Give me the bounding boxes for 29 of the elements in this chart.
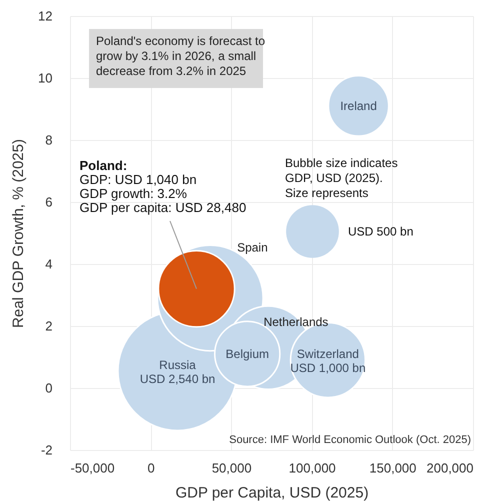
y-axis-title: Real GDP Growth, % (2025) (10, 139, 28, 328)
x-tick-label: 150,000 (369, 460, 416, 476)
x-tick-label: -50,000 (70, 460, 115, 476)
y-tick-label: 6 (45, 194, 52, 210)
x-tick-label: 200,000 (426, 460, 474, 476)
y-tick-label: 2 (45, 318, 52, 334)
series-label: Spain (237, 240, 268, 254)
y-tick-label: 12 (38, 8, 52, 24)
annotation: Poland's economy is forecast to grow by 3.1% in 2026, a small decrease from 3.2% in 2025 (96, 34, 266, 78)
x-tick-label: 50,000 (212, 460, 252, 476)
y-tick-label: 10 (38, 70, 52, 86)
y-tick-label: 8 (45, 132, 52, 148)
series-label: Netherlands (264, 314, 328, 329)
annotation: Source: IMF World Economic Outlook (Oct. 2025) (229, 434, 471, 446)
legend-label: USD 500 bn (348, 224, 414, 238)
y-tick-label: 0 (45, 380, 52, 396)
series-label: Switzerland (296, 347, 359, 362)
data-label: USD 1,000 bn (290, 361, 366, 376)
x-tick-label: 0 (147, 460, 155, 476)
y-tick-label: 4 (45, 256, 52, 272)
series-label: Ireland (340, 98, 377, 113)
x-axis-title: GDP per Capita, USD (2025) (175, 484, 369, 501)
legend-title: Bubble size indicates GDP, USD (2025). Size represents (285, 156, 398, 200)
x-tick-label: 100,000 (288, 460, 336, 476)
series-label: Belgium (226, 346, 269, 361)
y-tick-label: -2 (40, 442, 52, 458)
data-label: USD 2,540 bn (140, 372, 216, 386)
annotation: Poland: GDP: USD 1,040 bn GDP growth: 3.2% GDP per capita: USD 28,480 (80, 158, 246, 215)
series-label: Russia (159, 358, 196, 372)
